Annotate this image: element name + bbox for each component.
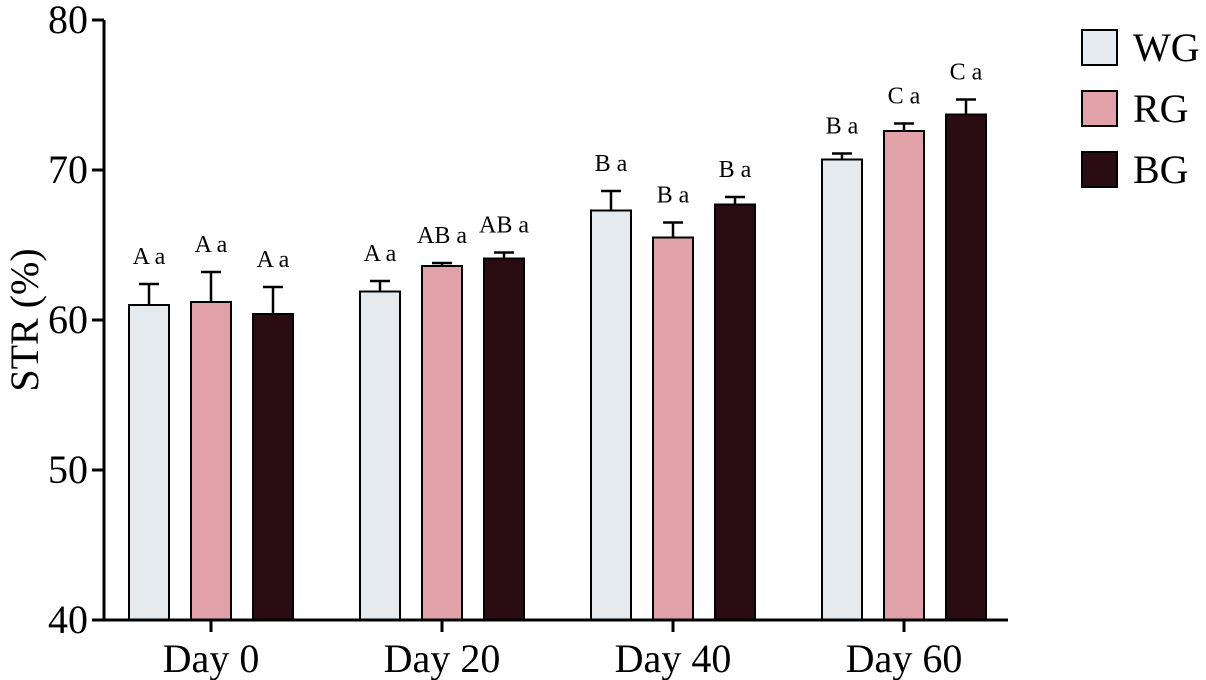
legend-label: RG <box>1133 86 1189 131</box>
significance-label: B a <box>595 151 628 177</box>
bar-bg <box>714 203 756 621</box>
x-category-label: Day 40 <box>615 636 732 680</box>
significance-label: A a <box>257 247 290 273</box>
significance-label: C a <box>950 60 983 86</box>
bar-wg <box>821 158 863 621</box>
x-category-label: Day 0 <box>163 636 260 680</box>
bar-wg <box>128 304 170 621</box>
legend-swatch-bg <box>1081 151 1118 188</box>
legend-swatch-rg <box>1081 90 1118 127</box>
significance-label: B a <box>657 183 690 209</box>
bar-wg <box>590 209 632 621</box>
significance-label: A a <box>133 244 166 270</box>
bars-layer: A a A a A a A a AB a AB a B a B a B a B a C a C a <box>128 60 987 621</box>
y-ticks: 40 50 60 70 80 <box>48 0 104 642</box>
bar-rg <box>652 236 694 621</box>
bar-bg <box>483 257 525 621</box>
y-axis-title: STR (%) <box>2 248 47 391</box>
significance-label: A a <box>195 232 228 258</box>
axes <box>102 20 1008 622</box>
y-tick-label: 80 <box>48 0 88 42</box>
bar-bg <box>252 313 294 621</box>
significance-label: C a <box>888 84 921 110</box>
x-category-label: Day 20 <box>384 636 501 680</box>
y-tick-label: 60 <box>48 297 88 342</box>
legend: WG RG BG <box>1081 25 1200 192</box>
significance-label: AB a <box>417 223 467 249</box>
significance-label: B a <box>719 157 752 183</box>
legend-swatch-wg <box>1081 29 1118 66</box>
bar-wg <box>359 290 401 621</box>
y-tick-label: 40 <box>48 597 88 642</box>
significance-label: A a <box>364 241 397 267</box>
significance-label: B a <box>826 114 859 140</box>
legend-label: WG <box>1133 25 1200 70</box>
y-tick-label: 70 <box>48 147 88 192</box>
legend-label: BG <box>1133 147 1189 192</box>
bar-bg <box>945 113 987 621</box>
x-category-labels: Day 0 Day 20 Day 40 Day 60 <box>163 620 963 680</box>
y-tick-label: 50 <box>48 447 88 492</box>
bar-rg <box>883 130 925 621</box>
bar-rg <box>190 301 232 621</box>
significance-label: AB a <box>479 213 529 239</box>
bar-rg <box>421 265 463 621</box>
x-category-label: Day 60 <box>846 636 963 680</box>
